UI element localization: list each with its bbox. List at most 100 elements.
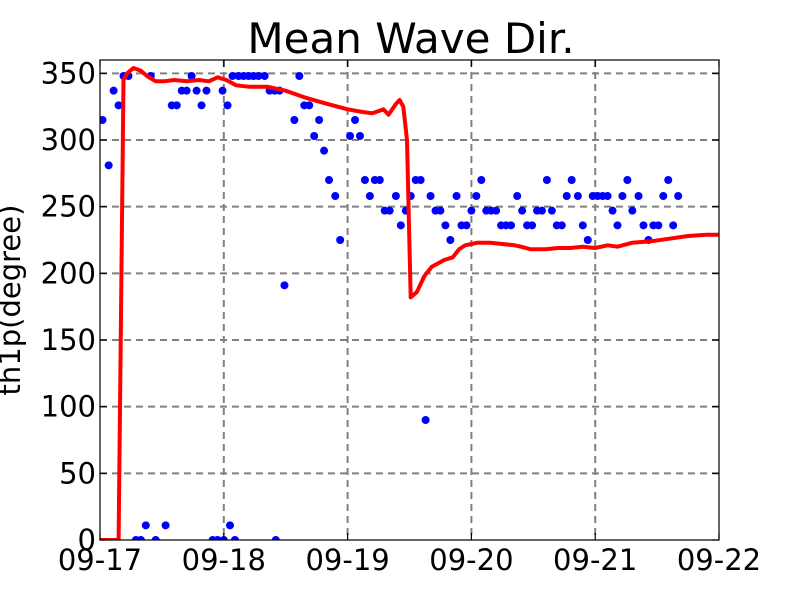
data-point xyxy=(192,86,201,95)
data-point xyxy=(567,176,576,184)
data-point xyxy=(583,236,592,244)
data-point xyxy=(472,192,481,200)
data-point xyxy=(537,206,546,215)
data-point xyxy=(547,206,556,215)
data-point xyxy=(446,236,455,244)
data-point xyxy=(109,86,118,95)
axes-frame xyxy=(99,59,720,541)
data-point xyxy=(290,116,299,124)
data-point xyxy=(225,521,234,530)
y-tick-label: 300 xyxy=(41,123,96,157)
data-point xyxy=(613,221,622,230)
y-tick-label: 350 xyxy=(41,56,96,90)
data-point xyxy=(639,221,648,230)
data-point xyxy=(336,236,345,244)
data-point xyxy=(385,206,394,215)
data-point xyxy=(320,146,329,155)
data-point xyxy=(659,192,668,200)
data-point xyxy=(351,116,360,124)
data-point xyxy=(141,521,150,530)
data-point xyxy=(674,192,683,200)
x-tick-label: 09-22 xyxy=(677,543,761,577)
data-point xyxy=(271,536,280,540)
data-point xyxy=(578,221,587,230)
data-point xyxy=(618,192,627,200)
data-point xyxy=(396,221,405,230)
data-point xyxy=(365,192,374,200)
data-point xyxy=(507,221,516,230)
data-point xyxy=(104,161,113,170)
data-point xyxy=(421,416,430,424)
data-point xyxy=(462,221,471,230)
y-tick-label: 100 xyxy=(41,390,96,424)
x-tick-label: 09-19 xyxy=(305,543,389,577)
data-point xyxy=(513,192,522,200)
data-point xyxy=(634,192,643,200)
data-point xyxy=(477,176,486,184)
data-point xyxy=(260,72,269,80)
data-point xyxy=(310,132,319,140)
data-point xyxy=(360,176,369,184)
data-point xyxy=(375,176,384,184)
data-point xyxy=(557,221,566,230)
data-point xyxy=(223,101,232,110)
data-point xyxy=(182,86,191,95)
data-point xyxy=(100,116,107,124)
data-point xyxy=(436,206,445,215)
y-tick-label: 50 xyxy=(59,456,96,490)
data-point xyxy=(416,176,425,184)
data-point xyxy=(426,192,435,200)
data-point xyxy=(608,206,617,215)
data-point xyxy=(230,536,239,540)
data-point xyxy=(518,206,527,215)
data-point xyxy=(346,132,355,140)
data-point xyxy=(161,521,170,530)
chart-title: Mean Wave Dir. xyxy=(247,14,574,63)
data-point xyxy=(391,192,400,200)
plot-area xyxy=(100,66,719,540)
data-point xyxy=(305,101,314,110)
data-point xyxy=(528,221,537,230)
y-tick-label: 150 xyxy=(41,323,96,357)
data-point xyxy=(114,101,123,110)
data-point xyxy=(295,72,304,80)
data-point xyxy=(172,101,181,110)
grid-lines xyxy=(100,60,719,540)
data-point xyxy=(136,536,145,540)
x-tick-label: 09-21 xyxy=(553,543,637,577)
data-point xyxy=(664,176,673,184)
data-point xyxy=(452,192,461,200)
y-tick-label: 200 xyxy=(41,256,96,290)
x-tick-label: 09-20 xyxy=(429,543,513,577)
data-point xyxy=(623,176,632,184)
data-point xyxy=(355,132,364,140)
data-point xyxy=(654,221,663,230)
data-point xyxy=(562,192,571,200)
data-point xyxy=(441,221,450,230)
x-tick-label: 09-17 xyxy=(58,543,142,577)
data-point xyxy=(213,536,222,540)
y-axis-title: th1p(degree) xyxy=(0,205,27,396)
data-point xyxy=(331,192,340,200)
axes: 09-17 09-18 09-19 09-20 09-21 09-22 0 50 100 150 2… xyxy=(41,56,762,577)
data-point xyxy=(202,86,211,95)
data-point xyxy=(315,116,324,124)
data-point xyxy=(187,72,196,80)
data-point xyxy=(467,206,476,215)
data-point xyxy=(254,72,263,80)
data-point xyxy=(573,192,582,200)
data-point xyxy=(218,86,227,95)
data-point xyxy=(228,72,237,80)
y-tick-label: 0 xyxy=(78,523,96,557)
data-point xyxy=(669,221,678,230)
data-point xyxy=(151,536,160,540)
data-point xyxy=(197,101,206,110)
data-point xyxy=(280,281,289,290)
data-point xyxy=(542,176,551,184)
x-tick-label: 09-18 xyxy=(182,543,266,577)
data-point xyxy=(628,206,637,215)
data-point xyxy=(325,176,334,184)
y-tick-label: 250 xyxy=(41,190,96,224)
series-line xyxy=(100,66,719,540)
